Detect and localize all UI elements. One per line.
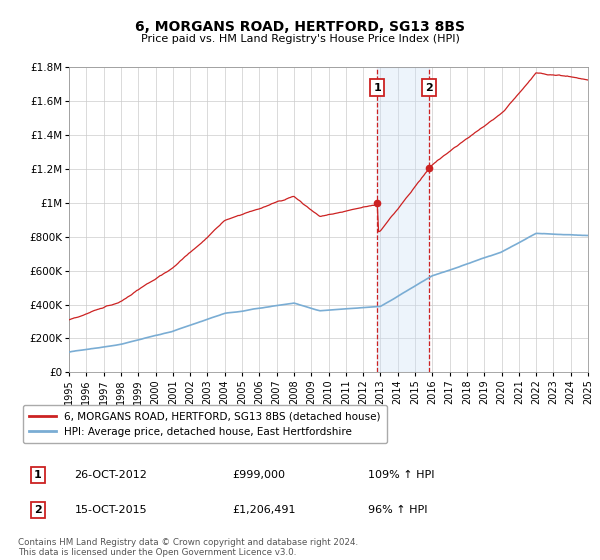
Legend: 6, MORGANS ROAD, HERTFORD, SG13 8BS (detached house), HPI: Average price, detach: 6, MORGANS ROAD, HERTFORD, SG13 8BS (det… bbox=[23, 405, 386, 443]
Text: 109% ↑ HPI: 109% ↑ HPI bbox=[368, 470, 434, 480]
Text: 1: 1 bbox=[373, 82, 381, 92]
Text: 26-OCT-2012: 26-OCT-2012 bbox=[74, 470, 147, 480]
Text: 15-OCT-2015: 15-OCT-2015 bbox=[74, 505, 147, 515]
Bar bbox=[377, 67, 428, 372]
Text: 1: 1 bbox=[34, 470, 41, 480]
Text: 96% ↑ HPI: 96% ↑ HPI bbox=[368, 505, 427, 515]
Text: 6, MORGANS ROAD, HERTFORD, SG13 8BS: 6, MORGANS ROAD, HERTFORD, SG13 8BS bbox=[135, 20, 465, 34]
Text: 2: 2 bbox=[425, 82, 433, 92]
Text: £999,000: £999,000 bbox=[232, 470, 286, 480]
Text: Contains HM Land Registry data © Crown copyright and database right 2024.
This d: Contains HM Land Registry data © Crown c… bbox=[18, 538, 358, 557]
Text: Price paid vs. HM Land Registry's House Price Index (HPI): Price paid vs. HM Land Registry's House … bbox=[140, 34, 460, 44]
Text: £1,206,491: £1,206,491 bbox=[232, 505, 296, 515]
Text: 2: 2 bbox=[34, 505, 41, 515]
